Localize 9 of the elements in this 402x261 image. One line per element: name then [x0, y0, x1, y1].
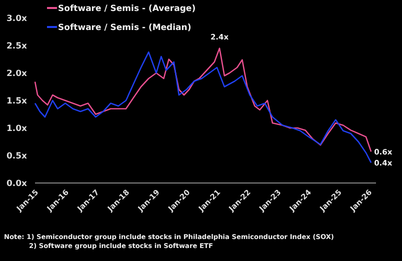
- legend-label: Software / Semis - (Median): [58, 22, 192, 33]
- y-tick-label: 0.5x: [6, 151, 28, 162]
- y-tick-label: 1.0x: [6, 124, 28, 134]
- y-tick-label: 2.5x: [6, 41, 28, 52]
- y-tick-label: 1.5x: [6, 96, 28, 106]
- legend-label: Software / Semis - (Average): [58, 4, 196, 14]
- y-tick-label: 0.0x: [6, 178, 28, 189]
- y-tick-label: 3.0x: [6, 14, 28, 24]
- y-tick-label: 2.0x: [6, 68, 28, 79]
